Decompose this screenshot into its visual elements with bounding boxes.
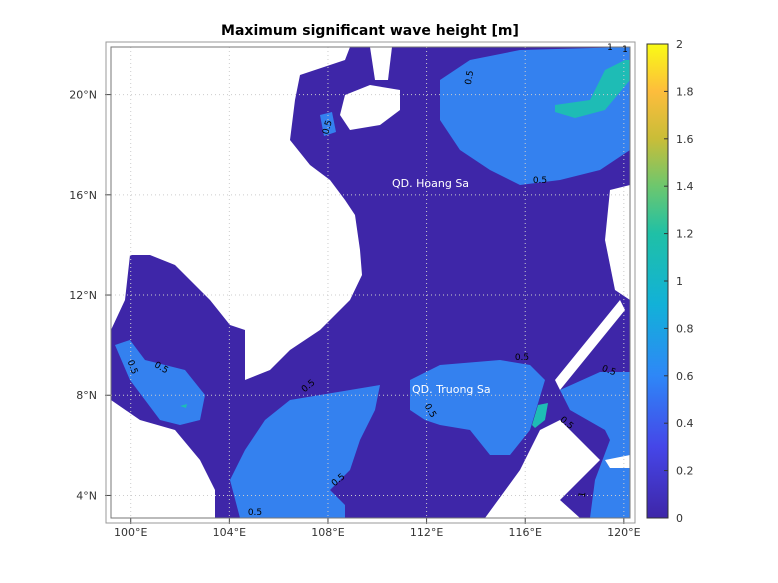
contour-label: 0.5 <box>248 508 262 518</box>
colorbar-tick-label: 0.4 <box>676 417 694 430</box>
grid-lines <box>111 47 630 518</box>
contour-label: 0.5 <box>600 364 617 378</box>
colorbar-tick-label: 1.2 <box>676 228 694 241</box>
chart-title: Maximum significant wave height [m] <box>221 23 519 39</box>
x-tick-label: 108°E <box>311 526 344 539</box>
y-tick-label: 20°N <box>69 89 97 102</box>
land-borneo <box>485 420 600 518</box>
y-tick-label: 12°N <box>69 289 97 302</box>
contour-label: 1 <box>622 45 628 55</box>
x-tick-label: 116°E <box>508 526 541 539</box>
land-leizhou <box>370 47 392 80</box>
land-malay-peninsula <box>111 400 215 518</box>
colorbar-tick-label: 0.6 <box>676 370 694 383</box>
x-tick-label: 120°E <box>607 526 640 539</box>
colorbar-tick-label: 0.2 <box>676 465 694 478</box>
contour-label: 0.5 <box>125 359 139 376</box>
land-island <box>605 455 630 468</box>
wave-region-0-5-to-1 <box>230 385 380 518</box>
land-palawan <box>555 300 625 390</box>
x-tick-label: 112°E <box>410 526 443 539</box>
colorbar-tick-label: 1.6 <box>676 133 694 146</box>
land-hainan <box>340 85 400 130</box>
wave-region-above-1 <box>555 60 630 118</box>
annotation-hoang-sa: QD. Hoang Sa <box>392 177 469 190</box>
annotation-truong-sa: QD. Truong Sa <box>412 383 491 396</box>
colorbar-tick-label: 1 <box>676 275 683 288</box>
contour-label: 0.5 <box>533 176 547 186</box>
wave-region-0-5-to-1 <box>560 372 630 518</box>
y-tick-label: 16°N <box>69 189 97 202</box>
y-tick-label: 4°N <box>76 489 97 502</box>
wave-region-above-1 <box>532 403 548 428</box>
colorbar-tick-label: 0 <box>676 512 683 525</box>
colorbar-tick-label: 1.8 <box>676 85 694 98</box>
contour-label: 0.5 <box>464 70 476 86</box>
axes: 100°E 104°E 108°E 112°E 116°E 120°E 4°N 8°N 12°N… <box>69 41 641 539</box>
map-frame <box>110 46 631 519</box>
contour-label: 1 <box>607 43 613 53</box>
wave-region-above-1 <box>180 404 187 408</box>
wave-region-0-5-to-1 <box>115 340 205 425</box>
contour-label: 0.5 <box>515 353 529 363</box>
wave-region-0-5-to-1 <box>410 360 545 455</box>
colorbar-tick-label: 1.4 <box>676 180 694 193</box>
contour-label: 0.5 <box>321 119 334 135</box>
y-tick-label: 8°N <box>76 389 97 402</box>
colorbar-tick-label: 0.8 <box>676 322 694 335</box>
land-mainland <box>111 47 362 380</box>
x-tick-label: 104°E <box>213 526 246 539</box>
wave-region-0-5-to-1 <box>440 47 630 185</box>
map-plot-area <box>111 47 630 518</box>
map-frame-outer <box>105 41 636 524</box>
x-tick-label: 100°E <box>114 526 147 539</box>
colorbar: 0 0.2 0.4 0.6 0.8 1 1.2 1.4 1.6 1.8 2 <box>646 38 694 525</box>
contour-label: 1 <box>578 491 589 498</box>
colorbar-tick-label: 2 <box>676 38 683 51</box>
